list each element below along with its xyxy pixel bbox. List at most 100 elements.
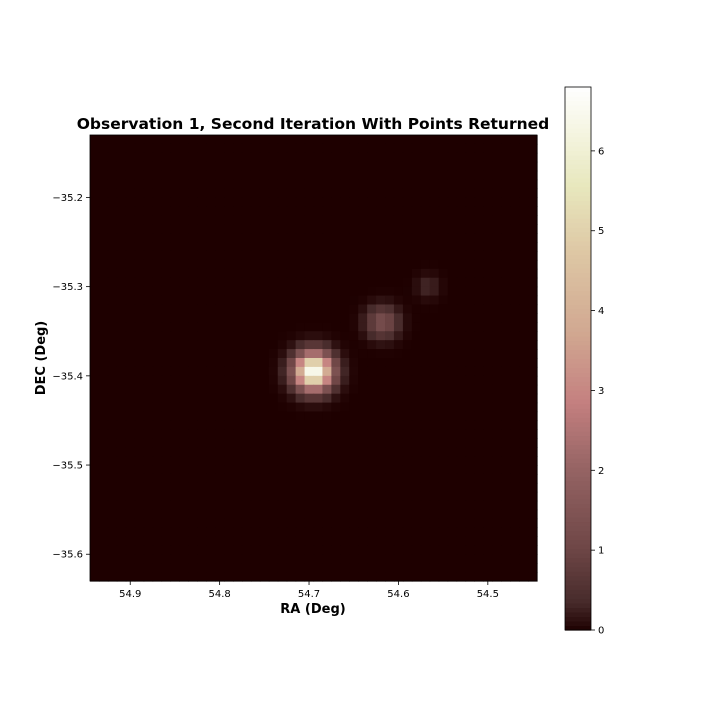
heatmap-cell bbox=[179, 366, 189, 377]
heatmap-cell bbox=[349, 206, 359, 216]
heatmap-cell bbox=[277, 286, 288, 297]
heatmap-cell bbox=[224, 135, 234, 145]
heatmap-cell bbox=[393, 393, 404, 404]
heatmap-cell bbox=[98, 536, 109, 546]
colorbar-segment bbox=[565, 304, 591, 310]
heatmap-cell bbox=[331, 295, 341, 306]
heatmap-cell bbox=[161, 188, 172, 199]
heatmap-cell bbox=[340, 482, 350, 493]
heatmap-cell bbox=[206, 233, 216, 243]
heatmap-cell bbox=[510, 402, 520, 413]
heatmap-cell bbox=[322, 197, 332, 207]
heatmap-cell bbox=[206, 313, 216, 323]
heatmap-cell bbox=[376, 340, 386, 350]
heatmap-cell bbox=[215, 242, 225, 252]
heatmap-cell bbox=[411, 429, 422, 439]
heatmap-cell bbox=[215, 322, 225, 332]
heatmap-cell bbox=[286, 277, 297, 288]
heatmap-cell bbox=[483, 491, 493, 502]
heatmap-cell bbox=[197, 438, 207, 448]
heatmap-cell bbox=[197, 554, 207, 564]
heatmap-cell bbox=[447, 554, 458, 564]
heatmap-cell bbox=[402, 304, 413, 314]
heatmap-cell bbox=[456, 259, 467, 270]
heatmap-cell bbox=[304, 473, 315, 484]
heatmap-cell bbox=[215, 402, 225, 413]
heatmap-cell bbox=[125, 384, 136, 395]
heatmap-cell bbox=[295, 447, 306, 457]
heatmap-cell bbox=[143, 491, 154, 502]
heatmap-cell bbox=[90, 473, 100, 484]
heatmap-cell bbox=[197, 491, 207, 502]
heatmap-cell bbox=[528, 358, 538, 368]
heatmap-cell bbox=[447, 500, 458, 511]
heatmap-cell bbox=[116, 161, 127, 172]
heatmap-cell bbox=[286, 188, 297, 199]
heatmap-cell bbox=[161, 331, 172, 341]
heatmap-cell bbox=[501, 215, 511, 225]
heatmap-cell bbox=[358, 518, 368, 529]
colorbar-segment bbox=[565, 485, 591, 491]
heatmap-cell bbox=[107, 482, 118, 493]
heatmap-cell bbox=[259, 143, 270, 154]
heatmap-cell bbox=[501, 456, 511, 466]
heatmap-cell bbox=[376, 197, 386, 207]
heatmap-cell bbox=[519, 402, 529, 413]
heatmap-cell bbox=[295, 482, 306, 493]
heatmap-cell bbox=[349, 411, 359, 422]
heatmap-cell bbox=[241, 224, 252, 234]
heatmap-cell bbox=[161, 233, 172, 243]
heatmap-cell bbox=[411, 420, 422, 430]
heatmap-cell bbox=[295, 572, 306, 582]
heatmap-cell bbox=[510, 277, 520, 288]
heatmap-cell bbox=[98, 438, 109, 448]
heatmap-cell bbox=[474, 447, 484, 457]
heatmap-cell bbox=[492, 465, 502, 475]
heatmap-cell bbox=[143, 402, 154, 413]
heatmap-cell bbox=[501, 411, 511, 422]
heatmap-cell bbox=[358, 322, 368, 332]
heatmap-cell bbox=[510, 358, 520, 368]
heatmap-cell bbox=[331, 473, 341, 484]
heatmap-cell bbox=[134, 518, 145, 529]
heatmap-cell bbox=[438, 411, 449, 422]
heatmap-cell bbox=[134, 420, 145, 430]
heatmap-cell bbox=[492, 438, 502, 448]
heatmap-cell bbox=[197, 179, 207, 190]
heatmap-cell bbox=[367, 438, 377, 448]
heatmap-cell bbox=[233, 411, 243, 422]
heatmap-cell bbox=[152, 563, 163, 573]
heatmap-cell bbox=[215, 179, 225, 190]
heatmap-cell bbox=[519, 358, 529, 368]
heatmap-cell bbox=[465, 518, 476, 529]
heatmap-cell bbox=[456, 304, 467, 314]
heatmap-cell bbox=[241, 286, 252, 297]
heatmap-cell bbox=[143, 438, 154, 448]
heatmap-cell bbox=[385, 500, 395, 511]
heatmap-cell bbox=[188, 545, 198, 555]
heatmap-cell bbox=[402, 135, 413, 145]
heatmap-cell bbox=[161, 206, 172, 216]
heatmap-cell bbox=[241, 384, 252, 395]
heatmap-cell bbox=[492, 197, 502, 207]
heatmap-cell bbox=[90, 411, 100, 422]
heatmap-cell bbox=[429, 420, 440, 430]
heatmap-cell bbox=[152, 375, 163, 386]
heatmap-cell bbox=[125, 429, 136, 439]
heatmap-cell bbox=[349, 447, 359, 457]
heatmap-cell bbox=[268, 215, 279, 225]
heatmap-cell bbox=[411, 509, 422, 520]
heatmap-cell bbox=[393, 473, 404, 484]
heatmap-cell bbox=[376, 536, 386, 546]
heatmap-cell bbox=[197, 465, 207, 475]
heatmap-cell bbox=[206, 465, 216, 475]
heatmap-cell bbox=[420, 313, 431, 323]
heatmap-cell bbox=[429, 206, 440, 216]
heatmap-cell bbox=[250, 393, 261, 404]
heatmap-cell bbox=[215, 420, 225, 430]
heatmap-cell bbox=[107, 242, 118, 252]
heatmap-cell bbox=[241, 447, 252, 457]
heatmap-cell bbox=[161, 197, 172, 207]
heatmap-cell bbox=[456, 188, 467, 199]
heatmap-cell bbox=[385, 304, 395, 314]
